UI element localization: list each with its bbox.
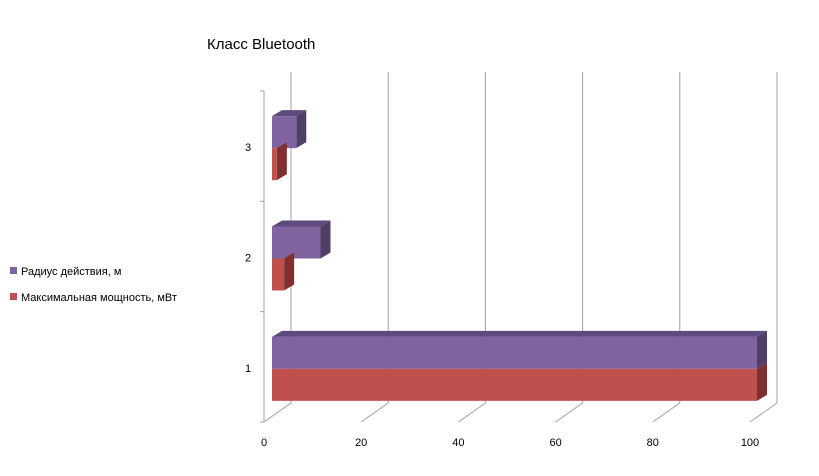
legend-label-radius: Радиус действия, м [21,266,121,278]
bar-side-face [296,110,307,149]
category-label: 2 [245,253,251,265]
x-tick-label: 0 [261,437,267,449]
floor-gridline [652,402,681,423]
bar-power-cat-1 [272,362,767,401]
category-label: 1 [245,363,251,375]
chart-title: Класс Bluetooth [207,36,315,53]
bar-front-face [272,258,285,291]
bar-front-face [272,148,277,181]
legend: Радиус действия, м Максимальная мощность… [10,266,177,304]
floor-gridline [555,402,583,423]
bar-front-face [272,336,757,369]
x-tick-label: 20 [355,437,367,449]
bar-front-face [272,116,297,149]
x-tick-label: 60 [549,437,561,449]
bar-top-face [272,110,307,117]
bar-side-face [276,142,287,181]
bar-radius-cat-2 [272,220,331,259]
bar-power-cat-3 [272,142,287,181]
legend-swatch-power [10,293,17,300]
bar-top-face [272,330,767,337]
bar-top-face [272,220,331,227]
bar-side-face [284,252,295,291]
floor-gridline [749,402,778,423]
bar-side-face [320,220,331,259]
category-label: 3 [245,142,251,154]
bar-front-face [272,368,757,401]
legend-label-power: Максимальная мощность, мВт [21,292,177,304]
bar-side-face [757,330,767,369]
legend-swatch-radius [10,267,17,274]
bar-radius-cat-1 [272,330,767,369]
bar-side-face [757,362,767,401]
floor-gridline [263,402,292,423]
x-tick-label: 100 [741,437,759,449]
x-tick-label: 80 [647,437,659,449]
y-axis-categories: 1 2 3 [245,142,251,375]
x-tick-label: 40 [452,437,464,449]
bar-radius-cat-3 [272,110,307,149]
bar-front-face [272,226,321,259]
x-axis-ticks: 0 20 40 60 80 100 [261,437,759,449]
floor-gridline [458,402,486,423]
bars [272,110,767,401]
floor-gridline [360,402,389,423]
bar-power-cat-2 [272,252,295,291]
